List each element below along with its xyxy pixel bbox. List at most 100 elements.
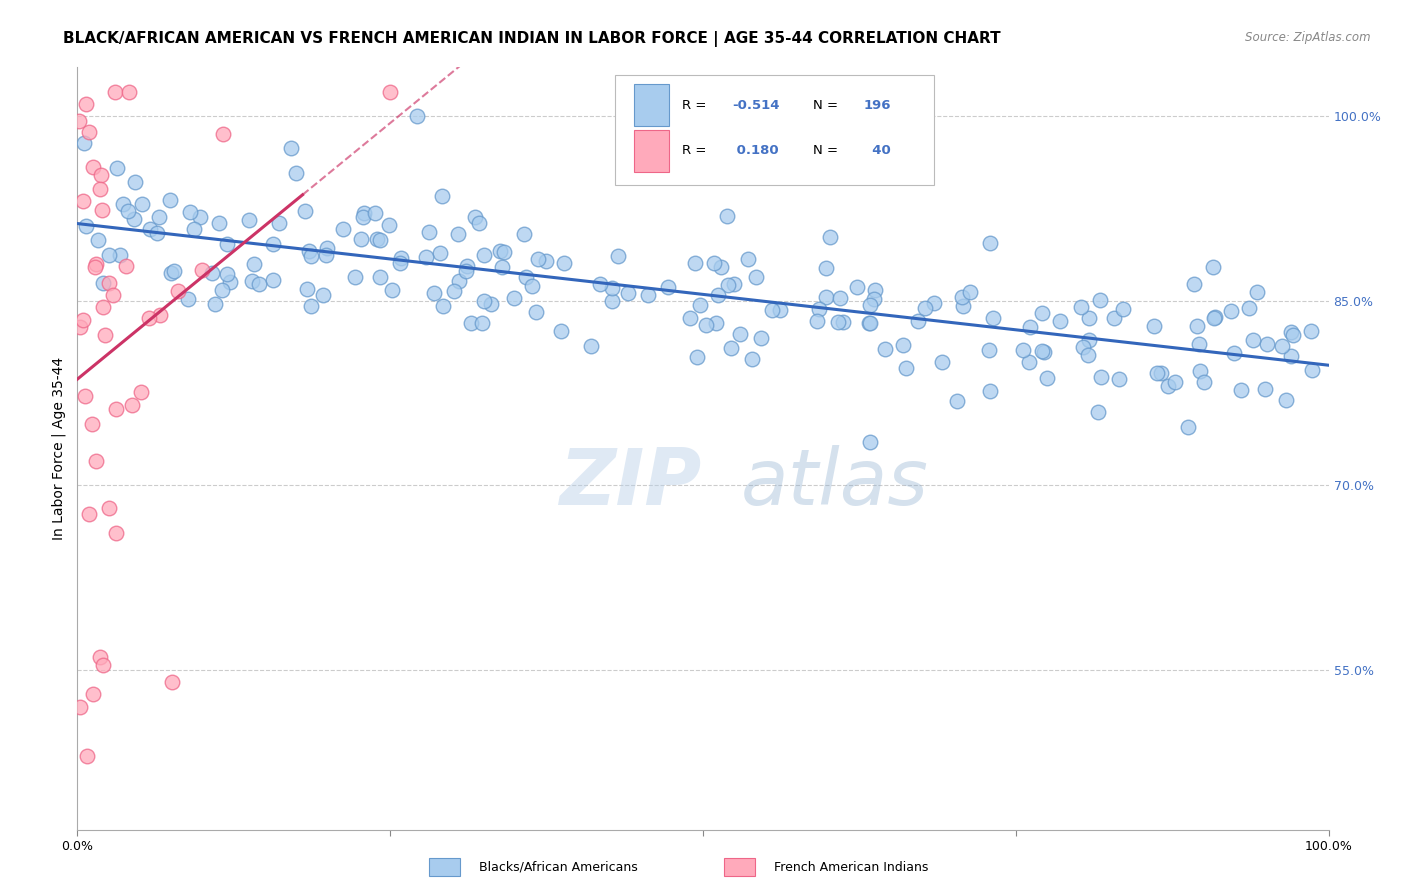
Point (429, 246, 451, 260)
Point (211, 127, 233, 141)
Point (208, 216, 231, 230)
Point (460, 316, 482, 330)
Point (389, 251, 412, 265)
Point (299, 299, 322, 313)
Point (524, 305, 547, 319)
Point (242, 256, 264, 270)
Point (77, 125, 100, 139)
Point (179, 205, 201, 219)
Point (728, 326, 751, 341)
Point (76, 96, 98, 111)
Point (818, 230, 841, 244)
Point (637, 288, 659, 302)
Point (474, 248, 496, 262)
Point (238, 212, 260, 227)
Point (1019, 319, 1042, 334)
Point (423, 285, 446, 300)
Point (1189, 364, 1212, 378)
Point (353, 205, 375, 219)
Point (93, 301, 115, 315)
Point (118, 85, 141, 99)
Point (112, 197, 135, 211)
Point (110, 248, 132, 262)
Point (761, 303, 783, 318)
Point (745, 270, 768, 285)
Point (1090, 370, 1112, 384)
Point (368, 233, 391, 247)
Point (159, 193, 181, 207)
Point (432, 299, 454, 313)
Point (97, 501, 120, 516)
Point (73, 389, 96, 403)
Point (262, 273, 284, 287)
Point (814, 260, 837, 275)
Point (977, 343, 1000, 358)
Point (98, 277, 121, 291)
Point (588, 277, 610, 292)
Point (716, 209, 738, 223)
Point (522, 279, 544, 293)
Point (89, 650, 111, 665)
Text: N =: N = (813, 98, 842, 112)
Point (1202, 311, 1225, 326)
Point (122, 211, 145, 226)
Point (769, 303, 792, 318)
Point (294, 203, 316, 218)
Point (896, 360, 918, 375)
Point (415, 250, 437, 264)
Point (84, 454, 107, 468)
Point (1157, 379, 1180, 393)
Point (332, 222, 354, 236)
Point (846, 279, 869, 293)
Point (741, 351, 763, 366)
Point (946, 393, 969, 408)
Point (830, 291, 852, 305)
Point (907, 313, 929, 327)
Point (406, 109, 429, 123)
Point (101, 287, 124, 301)
Point (262, 237, 284, 252)
Point (863, 284, 886, 298)
Point (366, 232, 388, 246)
Point (1104, 310, 1126, 325)
Point (1049, 314, 1071, 328)
Point (1087, 405, 1109, 419)
Point (91, 657, 114, 672)
Point (430, 189, 453, 203)
Point (952, 299, 974, 313)
Point (602, 294, 624, 309)
Point (553, 256, 575, 270)
Point (368, 269, 391, 284)
Point (191, 263, 214, 277)
Text: R =: R = (682, 145, 710, 157)
Point (1188, 336, 1211, 351)
Point (689, 298, 711, 312)
Point (138, 311, 160, 326)
Point (1177, 420, 1199, 434)
Point (657, 279, 679, 293)
Point (295, 282, 318, 296)
Point (1018, 355, 1040, 369)
Point (315, 248, 337, 262)
Point (75, 219, 97, 233)
Point (707, 288, 730, 302)
Point (1219, 303, 1241, 318)
Point (1077, 348, 1099, 362)
Point (73, 136, 96, 150)
Point (298, 244, 321, 258)
Point (352, 210, 374, 224)
Point (381, 283, 404, 297)
Point (82, 687, 104, 701)
Point (1279, 326, 1302, 340)
Point (1164, 375, 1187, 389)
Point (344, 269, 367, 284)
Point (873, 342, 896, 356)
Text: -0.514: -0.514 (731, 98, 779, 112)
Point (467, 216, 489, 230)
Point (494, 245, 516, 260)
Point (579, 339, 602, 353)
Point (98, 248, 121, 262)
Point (737, 252, 759, 266)
Point (1239, 301, 1261, 316)
Point (211, 284, 233, 298)
